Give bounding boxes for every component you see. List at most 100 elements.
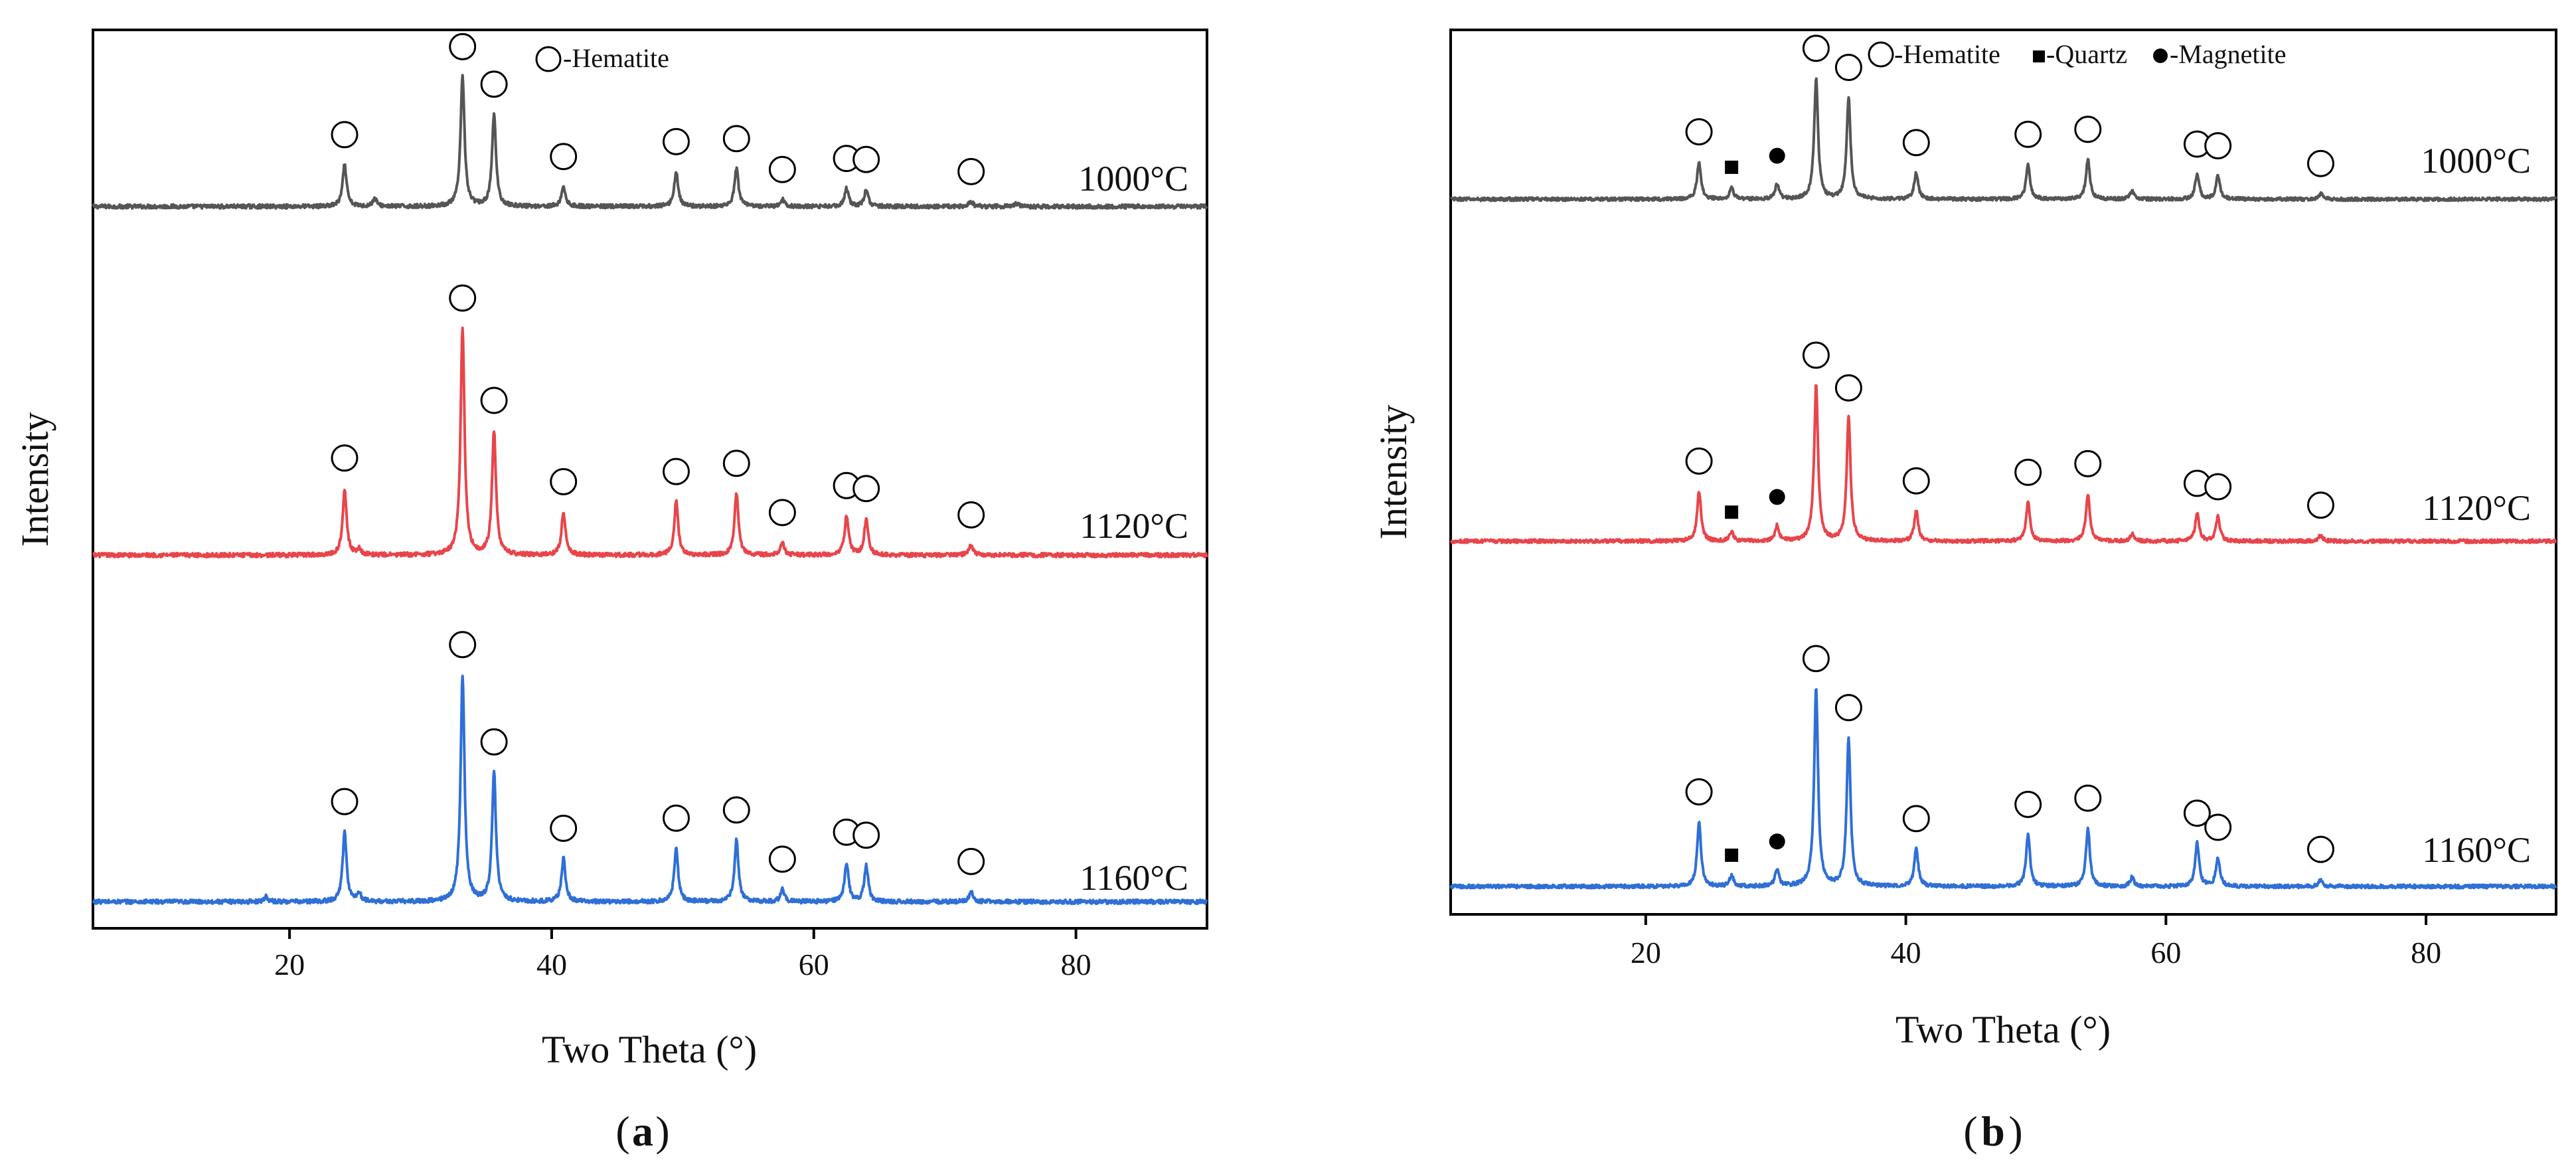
series-label-1000C: 1000°C: [1078, 159, 1188, 199]
hematite-legend-symbol: [535, 46, 562, 72]
hematite-peak-marker: [852, 821, 880, 849]
hematite-peak-marker: [1802, 341, 1830, 369]
hematite-peak-marker: [2014, 458, 2042, 486]
panel-label-b-open: (: [1963, 1108, 1977, 1155]
series-label-1120C: 1120°C: [1080, 506, 1188, 546]
legend-quartz-label: -Quartz: [2046, 39, 2127, 69]
hematite-peak-marker: [2204, 132, 2232, 159]
x-ticks-a: 20 40 60 80: [274, 928, 1091, 981]
plot-frame-a: [92, 29, 1208, 930]
hematite-peak-marker: [331, 788, 359, 815]
hematite-peak-marker: [480, 728, 508, 756]
quartz-peak-marker: [1725, 160, 1739, 174]
x-axis-label-a: Two Theta (°): [542, 1028, 757, 1071]
hematite-peak-marker: [768, 845, 796, 873]
legend-a: -Hematite: [535, 43, 669, 73]
hematite-peak-marker: [550, 467, 578, 495]
hematite-peak-marker: [1802, 645, 1830, 673]
hematite-peak-marker: [449, 284, 477, 312]
hematite-peak-marker: [1802, 35, 1830, 62]
x-ticks-b: 20 40 60 80: [1631, 914, 2441, 969]
hematite-peak-marker: [957, 847, 985, 875]
x-tick-label: 20: [274, 948, 305, 981]
x-tick-label: 40: [536, 948, 567, 981]
hematite-peak-marker: [1685, 447, 1713, 475]
peak-markers-b: [1685, 35, 2334, 863]
hematite-peak-marker: [2307, 835, 2334, 863]
x-tick-label: 80: [2411, 936, 2441, 969]
hematite-peak-marker: [722, 125, 750, 153]
panel-label-b: ( b ): [1963, 1108, 2022, 1155]
hematite-peak-marker: [1834, 374, 1862, 402]
hematite-peak-marker: [2074, 450, 2102, 477]
hematite-peak-marker: [550, 143, 578, 171]
x-axis-label-b: Two Theta (°): [1895, 1008, 2111, 1051]
legend-hematite-label-b: -Hematite: [1894, 39, 2000, 69]
hematite-peak-marker: [722, 796, 750, 824]
panel-label-a-open: (: [615, 1108, 629, 1155]
hematite-peak-marker: [449, 631, 477, 659]
hematite-peak-marker: [1685, 118, 1713, 145]
series-label-1160C: 1160°C: [1080, 858, 1188, 898]
panel-label-b-close: ): [2008, 1108, 2022, 1155]
series-line-1000C-b: [1449, 77, 2557, 203]
series-line-1120C: [92, 326, 1208, 559]
hematite-peak-marker: [480, 386, 508, 414]
hematite-peak-marker: [2307, 491, 2334, 519]
panel-label-a: ( a ): [615, 1108, 669, 1155]
x-tick-label: 80: [1061, 948, 1091, 981]
hematite-peak-marker: [957, 157, 985, 185]
hematite-peak-marker: [2204, 813, 2232, 841]
hematite-peak-marker: [2014, 120, 2042, 148]
x-tick-label: 20: [1631, 936, 1661, 969]
series-line-1160C: [92, 675, 1208, 906]
legend-hematite-label: -Hematite: [563, 43, 669, 73]
quartz-peak-marker: [1725, 505, 1739, 519]
x-tick-label: 60: [2150, 936, 2181, 969]
hematite-peak-marker: [768, 155, 796, 183]
hematite-peak-marker: [2014, 790, 2042, 818]
hematite-peak-marker: [331, 444, 359, 472]
series-label-1000C-b: 1000°C: [2421, 141, 2531, 181]
peak-markers-a: [331, 33, 985, 875]
magnetite-peak-marker: [1769, 489, 1785, 505]
hematite-peak-marker: [480, 70, 508, 98]
magnetite-peak-marker: [1769, 833, 1785, 850]
series-line-1120C-b: [1449, 384, 2557, 545]
legend-b: -Hematite -Quartz -Magnetite: [1868, 39, 2287, 69]
hematite-peak-marker: [2074, 116, 2102, 143]
panel-label-a-close: ): [655, 1108, 669, 1155]
magnetite-peak-marker: [1769, 147, 1785, 164]
panel-label-b-letter: b: [1981, 1108, 2005, 1155]
x-tick-label: 60: [799, 948, 829, 981]
series-line-1000C: [92, 74, 1208, 210]
hematite-peak-marker: [1902, 129, 1930, 157]
x-tick-label: 40: [1891, 936, 1921, 969]
y-axis-label-a: Intensity: [13, 412, 56, 547]
series-label-1120C-b: 1120°C: [2422, 488, 2531, 528]
quartz-legend-symbol: [2033, 50, 2045, 62]
hematite-peak-marker: [663, 458, 690, 485]
plot-frame-b: [1449, 29, 2557, 916]
hematite-peak-marker: [1685, 778, 1713, 805]
hematite-peak-marker: [550, 814, 578, 842]
hematite-peak-marker: [2307, 149, 2334, 177]
hematite-peak-marker: [1834, 694, 1862, 722]
hematite-peak-marker: [663, 127, 690, 155]
hematite-peak-marker: [852, 475, 880, 503]
y-axis-label-b: Intensity: [1372, 405, 1415, 540]
series-line-1160C-b: [1449, 688, 2557, 890]
panel-a: -Hematite 1000°C 1120°C 1160°C 20 40 60 80 …: [13, 29, 1208, 1155]
hematite-peak-marker: [722, 450, 750, 477]
hematite-peak-marker: [957, 501, 985, 529]
hematite-peak-marker: [1902, 805, 1930, 833]
hematite-peak-marker: [768, 499, 796, 527]
hematite-legend-symbol-b: [1868, 41, 1894, 68]
hematite-peak-marker: [663, 804, 690, 832]
series-label-1160C-b: 1160°C: [2422, 830, 2531, 870]
quartz-peak-marker: [1725, 848, 1739, 862]
hematite-peak-marker: [331, 121, 359, 149]
hematite-peak-marker: [449, 33, 477, 60]
panel-b: -Hematite -Quartz -Magnetite 1000°C 1120…: [1372, 29, 2557, 1155]
